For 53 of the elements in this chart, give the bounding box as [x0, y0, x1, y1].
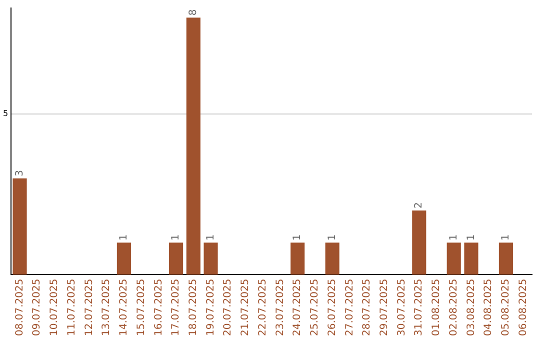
x-tick-label: 17.07.2025	[170, 278, 182, 336]
x-tick-label: 12.07.2025	[84, 278, 95, 336]
data-label: 1	[292, 234, 304, 241]
x-tick-label: 05.08.2025	[500, 278, 512, 336]
x-tick-label: 08.07.2025	[14, 278, 26, 336]
x-tick-label: 22.07.2025	[257, 278, 268, 336]
data-label: 1	[326, 234, 338, 241]
x-tick-label: 30.07.2025	[396, 278, 408, 336]
bar	[186, 18, 200, 275]
data-label: 1	[118, 234, 130, 241]
x-tick-label: 01.08.2025	[431, 278, 442, 336]
x-tick-label: 16.07.2025	[153, 278, 164, 336]
x-tick-label: 11.07.2025	[66, 278, 78, 336]
bar	[204, 242, 218, 275]
x-tick-label: 24.07.2025	[292, 278, 304, 336]
data-label: 1	[448, 234, 460, 241]
bar	[412, 210, 426, 275]
data-label: 1	[170, 234, 182, 241]
x-tick-label: 18.07.2025	[188, 278, 199, 336]
x-tick-label: 20.07.2025	[222, 278, 234, 336]
x-tick-label: 06.08.2025	[518, 278, 529, 336]
x-tick-label: 13.07.2025	[101, 278, 112, 336]
bar	[446, 242, 461, 275]
x-tick-label: 10.07.2025	[49, 278, 60, 336]
x-tick-label: 26.07.2025	[326, 278, 338, 336]
bar	[169, 242, 184, 275]
x-tick-label: 15.07.2025	[136, 278, 147, 336]
x-tick-label: 14.07.2025	[118, 278, 130, 336]
bar	[290, 242, 305, 275]
data-label: 1	[466, 234, 477, 241]
bar	[498, 242, 513, 275]
x-tick-label: 27.07.2025	[344, 278, 356, 336]
bar	[116, 242, 131, 275]
x-tick-label: 23.07.2025	[274, 278, 286, 336]
bar	[325, 242, 340, 275]
x-tick-label: 03.08.2025	[466, 278, 477, 336]
x-tick-label: 09.07.2025	[32, 278, 43, 336]
x-tick-label: 31.07.2025	[414, 278, 425, 336]
bar	[12, 178, 27, 275]
x-tick-label: 19.07.2025	[205, 278, 216, 336]
x-tick-label: 21.07.2025	[240, 278, 252, 336]
x-tick-label: 25.07.2025	[310, 278, 321, 336]
data-label: 1	[500, 234, 512, 241]
data-label: 3	[14, 170, 26, 176]
data-label: 2	[414, 202, 425, 208]
data-label: 1	[205, 234, 216, 241]
data-label: 8	[188, 9, 199, 16]
x-tick-label: 02.08.2025	[448, 278, 460, 336]
x-tick-label: 28.07.2025	[362, 278, 373, 336]
x-tick-label: 29.07.2025	[379, 278, 390, 336]
y-tick-label: 5	[2, 109, 8, 118]
bar	[464, 242, 478, 275]
x-tick-label: 04.08.2025	[483, 278, 494, 336]
